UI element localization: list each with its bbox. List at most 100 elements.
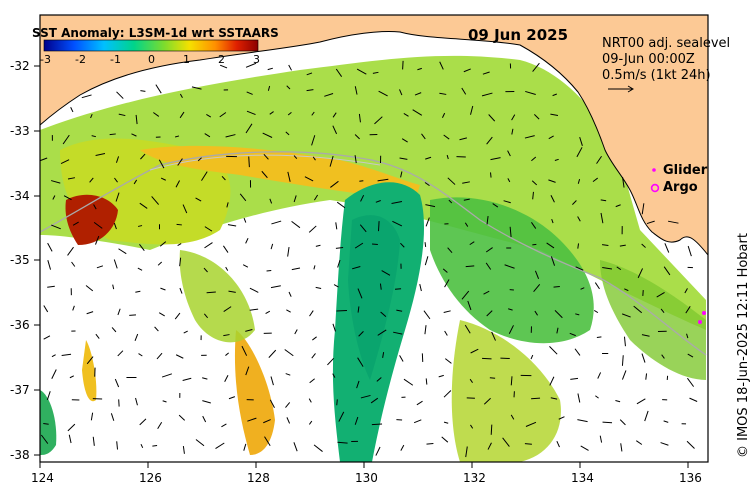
current-vector (202, 377, 208, 380)
current-vector (306, 72, 313, 76)
current-vector (439, 61, 444, 70)
current-vector (374, 116, 383, 125)
current-vector (577, 393, 581, 403)
current-vector (221, 175, 226, 181)
current-vector (570, 377, 579, 380)
current-vector (377, 329, 387, 336)
current-vector (191, 86, 202, 90)
current-vector (507, 178, 511, 183)
current-vector (287, 171, 291, 182)
current-vector (481, 92, 493, 97)
current-vector (469, 378, 473, 383)
current-vector (174, 135, 180, 138)
current-vector (249, 308, 259, 311)
current-vector (577, 419, 588, 423)
current-vector (332, 112, 337, 118)
current-vector (592, 177, 599, 183)
current-vector (178, 414, 186, 421)
current-vector (225, 352, 229, 356)
current-vector (448, 199, 453, 204)
current-vector (286, 417, 291, 424)
current-vector (524, 135, 535, 139)
current-vector (663, 266, 671, 276)
current-vector (247, 417, 257, 422)
current-vector (46, 391, 51, 401)
current-vector (293, 195, 297, 203)
colorbar-tick: -2 (75, 53, 86, 66)
current-vector (656, 292, 665, 298)
colorbar-title: SST Anomaly: L3SM-1d wrt SSTAARS (32, 26, 279, 40)
current-vector (444, 330, 448, 336)
current-vector (550, 256, 556, 266)
current-vector (352, 266, 361, 270)
current-vector (413, 419, 422, 424)
lat-tick-label: -32 (10, 59, 30, 73)
current-vector (308, 420, 313, 425)
current-vector (51, 224, 61, 230)
lat-tick-label: -33 (10, 124, 30, 138)
lon-tick-label: 130 (355, 471, 378, 485)
current-vector (372, 71, 379, 74)
current-vector (533, 283, 541, 293)
current-vector (291, 221, 301, 229)
current-vector (444, 358, 452, 364)
current-vector (52, 195, 56, 200)
current-vector (465, 265, 475, 268)
colorbar-tick: -1 (110, 53, 121, 66)
lon-tick-label: 128 (247, 471, 270, 485)
current-vector (267, 67, 273, 71)
current-vector (491, 331, 496, 341)
current-vector (336, 399, 338, 406)
current-vector (443, 310, 451, 313)
current-vector (463, 68, 471, 73)
current-vector (423, 310, 431, 320)
current-vector (50, 180, 61, 184)
current-vector (594, 282, 600, 290)
current-vector (549, 346, 558, 355)
current-vector (267, 85, 271, 91)
current-vector (67, 177, 76, 180)
current-vector (485, 247, 493, 253)
current-vector (532, 62, 540, 72)
current-vector (421, 133, 426, 140)
current-vector (687, 353, 694, 358)
current-vector (447, 177, 456, 185)
lat-tick-label: -38 (10, 448, 30, 462)
current-vector (594, 310, 599, 314)
current-vector (72, 305, 75, 311)
current-vector (228, 290, 236, 293)
current-vector (569, 332, 576, 337)
current-vector (375, 446, 381, 456)
current-vector (133, 179, 138, 185)
current-vector (550, 195, 555, 203)
current-vector (442, 268, 448, 273)
current-vector (203, 313, 209, 319)
current-vector (663, 420, 669, 423)
axis-ticks (34, 65, 689, 468)
current-vector (531, 397, 541, 400)
current-vector (182, 204, 188, 214)
current-vector (293, 155, 298, 159)
current-vector (85, 285, 94, 292)
current-vector (396, 309, 403, 312)
current-vector (204, 133, 211, 138)
current-vector (43, 305, 49, 313)
current-vector (470, 348, 479, 354)
current-vector (86, 311, 94, 315)
current-vector (95, 235, 100, 245)
current-vector (204, 226, 213, 232)
current-vector (158, 159, 165, 169)
current-vector (375, 200, 381, 203)
current-vector (137, 225, 143, 227)
current-vector (620, 443, 623, 452)
current-vector (510, 414, 515, 420)
current-vector (114, 177, 118, 183)
current-vector (490, 157, 501, 161)
current-vector (359, 180, 364, 182)
current-vector (111, 327, 117, 333)
current-vector (461, 290, 470, 300)
current-vector (401, 138, 408, 143)
current-vector (354, 155, 357, 164)
current-vector (113, 222, 117, 230)
current-vector (225, 266, 229, 271)
